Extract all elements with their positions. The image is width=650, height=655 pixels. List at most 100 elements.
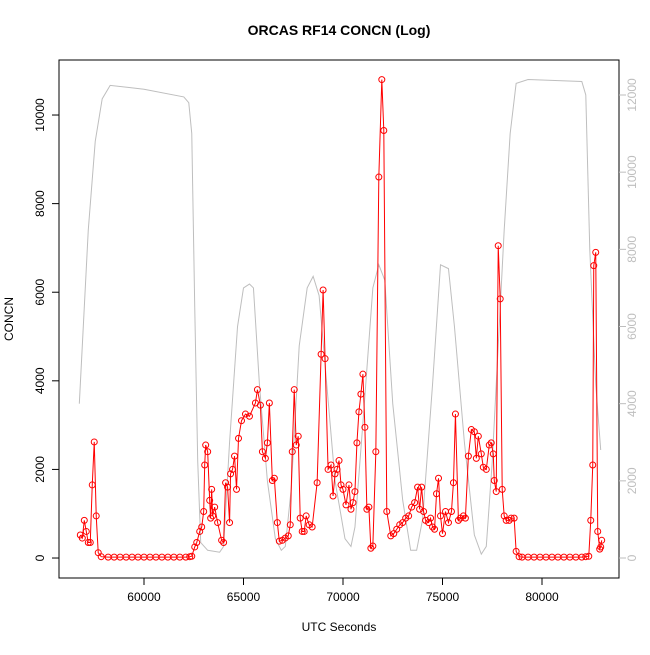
data-point [88, 481, 96, 489]
data-point [363, 505, 371, 513]
data-point [92, 512, 100, 520]
data-point [202, 441, 210, 449]
data-point [333, 465, 341, 473]
x-tick-label: 60000 [127, 590, 161, 604]
data-point [191, 543, 199, 551]
data-point [273, 519, 281, 527]
data-point [298, 527, 306, 535]
y2-tick-label: 4000 [625, 390, 639, 417]
data-point [351, 488, 359, 496]
y-tick-label: 0 [33, 554, 47, 561]
series-line [78, 79, 602, 556]
data-point [429, 523, 437, 531]
data-point [449, 479, 457, 487]
y2-tick-label: 6000 [625, 313, 639, 340]
data-point [427, 514, 435, 522]
data-point [496, 295, 504, 303]
data-point [331, 470, 339, 478]
y2-tick-label: 10000 [625, 155, 639, 189]
data-point [589, 461, 597, 469]
data-point [416, 505, 424, 513]
data-point [498, 485, 506, 493]
data-point [288, 448, 296, 456]
data-point [227, 470, 235, 478]
data-point [512, 547, 520, 555]
data-point [206, 496, 214, 504]
data-point [342, 501, 350, 509]
data-point [431, 525, 439, 533]
y-tick-label: 8000 [33, 190, 47, 217]
data-point [420, 508, 428, 516]
data-point [587, 516, 595, 524]
data-point [226, 519, 234, 527]
data-point [258, 448, 266, 456]
data-point [500, 512, 508, 520]
data-point [437, 512, 445, 520]
data-point [317, 350, 325, 358]
data-point [477, 450, 485, 458]
data-point [329, 492, 337, 500]
y2-tick-label: 2000 [625, 467, 639, 494]
data-point [265, 399, 273, 407]
data-point [238, 417, 246, 425]
data-point [372, 448, 380, 456]
data-point [590, 262, 598, 270]
data-point [464, 452, 472, 460]
data-point [367, 544, 375, 552]
data-point [507, 514, 515, 522]
data-point [256, 401, 264, 409]
data-point [263, 439, 271, 447]
x-tick-label: 75000 [426, 590, 460, 604]
data-point [425, 519, 433, 527]
chart-title: ORCAS RF14 CONCN (Log) [248, 22, 431, 38]
y-tick-label: 10000 [33, 98, 47, 132]
y-tick-label: 2000 [33, 456, 47, 483]
data-point [196, 527, 204, 535]
data-point [90, 438, 98, 446]
data-point [592, 248, 600, 256]
data-point [222, 479, 230, 487]
data-point [286, 521, 294, 529]
data-point [214, 519, 222, 527]
data-point [82, 527, 90, 535]
data-point [335, 457, 343, 465]
data-point [515, 553, 523, 561]
data-point [294, 432, 302, 440]
data-point [433, 490, 441, 498]
data-point [270, 474, 278, 482]
data-point [489, 450, 497, 458]
data-point [300, 527, 308, 535]
data-point [472, 454, 480, 462]
data-point [296, 514, 304, 522]
data-point [369, 542, 377, 550]
data-point [241, 410, 249, 418]
data-point [253, 386, 261, 394]
data-point [231, 452, 239, 460]
data-point [218, 536, 226, 544]
data-point [86, 539, 94, 547]
x-tick-label: 65000 [227, 590, 261, 604]
data-point [482, 465, 490, 473]
data-point [78, 534, 86, 542]
data-point [204, 448, 212, 456]
data-point [302, 512, 310, 520]
data-point [349, 499, 357, 507]
data-point [339, 485, 347, 493]
data-point [353, 439, 361, 447]
data-point [355, 408, 363, 416]
data-point [327, 461, 335, 469]
data-point [275, 537, 283, 545]
data-point [594, 527, 602, 535]
data-point [220, 539, 228, 547]
data-point [235, 434, 243, 442]
data-point [224, 483, 232, 491]
data-point [414, 483, 422, 491]
data-point [375, 173, 383, 181]
data-point [357, 390, 365, 398]
data-point [209, 512, 217, 520]
y2-tick-label: 8000 [625, 236, 639, 263]
data-point [207, 514, 215, 522]
data-point [444, 519, 452, 527]
